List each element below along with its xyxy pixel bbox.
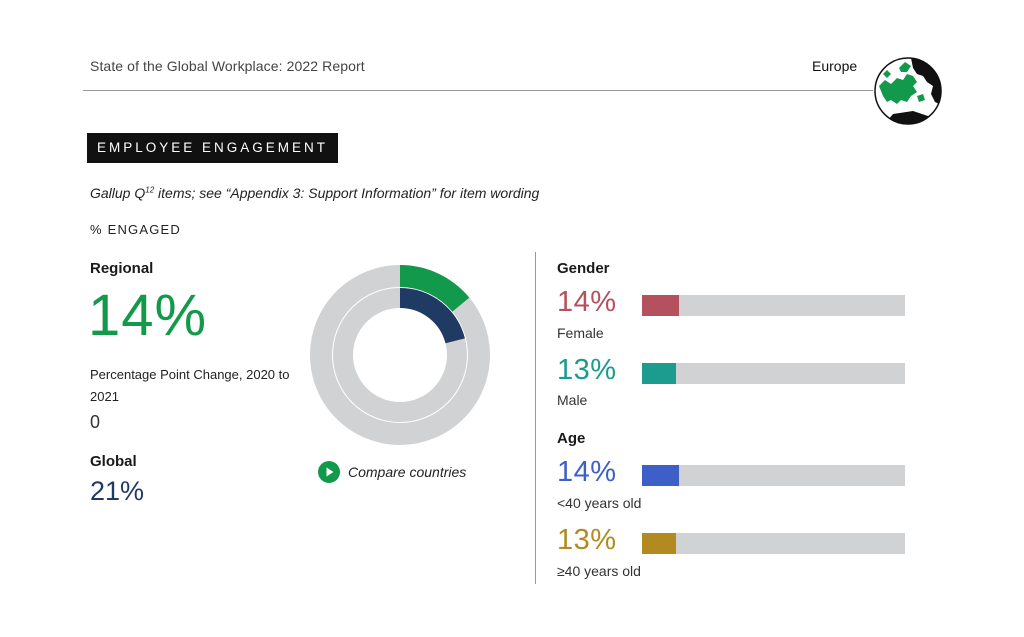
age-under40-pct: 14% bbox=[557, 456, 617, 488]
column-divider bbox=[535, 252, 536, 584]
age-over40-bar-fill bbox=[642, 533, 677, 554]
gender-male-bar-fill bbox=[642, 363, 677, 384]
gender-female-label: Female bbox=[557, 325, 604, 341]
play-circle-icon bbox=[318, 461, 340, 483]
gender-female-pct: 14% bbox=[557, 286, 617, 318]
header-divider bbox=[83, 90, 873, 91]
regional-value: 14% bbox=[88, 283, 208, 348]
section-subtitle: Gallup Q12 items; see “Appendix 3: Suppo… bbox=[90, 185, 539, 201]
global-label: Global bbox=[90, 453, 137, 470]
compare-countries-button[interactable]: Compare countries bbox=[318, 461, 466, 483]
region-name: Europe bbox=[812, 58, 858, 74]
gender-male-pct: 13% bbox=[557, 354, 617, 386]
age-label: Age bbox=[557, 430, 586, 447]
global-value: 21% bbox=[90, 476, 145, 506]
gender-label: Gender bbox=[557, 260, 610, 277]
section-badge: EMPLOYEE ENGAGEMENT bbox=[87, 133, 339, 163]
gender-female-bar-fill bbox=[642, 295, 679, 316]
age-under40-bar-fill bbox=[642, 465, 679, 486]
subtitle-superscript: 12 bbox=[145, 185, 155, 195]
compare-countries-label: Compare countries bbox=[348, 464, 467, 480]
ppc-label: Percentage Point Change, 2020 to 2021 bbox=[90, 367, 290, 404]
age-over40-pct: 13% bbox=[557, 524, 617, 556]
subtitle-suffix: items; see “Appendix 3: Support Informat… bbox=[154, 185, 540, 201]
ppc-value: 0 bbox=[90, 412, 101, 432]
gender-female-bar-track bbox=[642, 295, 905, 316]
age-over40-label: ≥40 years old bbox=[557, 563, 641, 579]
metric-label: % ENGAGED bbox=[90, 222, 181, 237]
engagement-donut-chart bbox=[310, 265, 490, 445]
donut-outer-arc-regional bbox=[399, 265, 470, 312]
gender-male-label: Male bbox=[557, 392, 588, 408]
regional-label: Regional bbox=[90, 260, 154, 277]
europe-globe-icon bbox=[874, 57, 942, 125]
age-under40-label: <40 years old bbox=[557, 495, 642, 511]
gender-male-bar-track bbox=[642, 363, 905, 384]
subtitle-prefix: Gallup Q bbox=[90, 185, 146, 201]
age-over40-bar-track bbox=[642, 533, 905, 554]
report-title: State of the Global Workplace: 2022 Repo… bbox=[90, 58, 365, 74]
donut-inner-arc-global bbox=[399, 288, 465, 344]
age-under40-bar-track bbox=[642, 465, 905, 486]
